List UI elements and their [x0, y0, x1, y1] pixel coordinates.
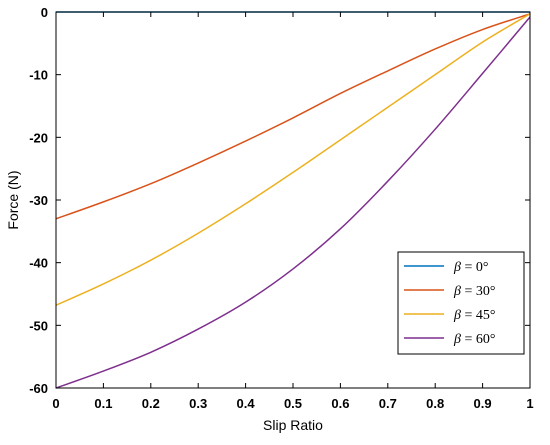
- y-axis-label: Force (N): [5, 170, 21, 229]
- legend-entry: β = 60°: [453, 332, 495, 347]
- y-tick-label: -60: [29, 381, 48, 396]
- legend-box: [397, 251, 525, 355]
- x-axis-label: Slip Ratio: [263, 417, 323, 433]
- legend-symbol: β: [453, 284, 461, 299]
- legend-label: = 30°: [461, 284, 496, 299]
- series-line-2: [55, 13, 531, 306]
- y-tick-label: -40: [29, 256, 48, 271]
- y-tick-label: -10: [29, 68, 48, 83]
- series-line-3: [55, 16, 531, 389]
- x-tick-label: 0.5: [284, 396, 302, 411]
- x-tick-label: 0.4: [237, 396, 256, 411]
- legend-entry: β = 30°: [453, 284, 495, 299]
- legend-symbol: β: [453, 260, 461, 275]
- legend-label: = 0°: [461, 260, 489, 275]
- legend-label: = 60°: [461, 332, 496, 347]
- legend-entry: β = 45°: [453, 308, 495, 323]
- x-tick-label: 0.2: [142, 396, 160, 411]
- x-tick-label: 0.7: [379, 396, 397, 411]
- x-tick-label: 0.8: [426, 396, 444, 411]
- ticks-layer: 0 0.1 0.2 0.3 0.4 0.5 0.6 0.7 0.8 0.9 1 0 -10 -20 -30 -…: [29, 5, 533, 411]
- x-tick-label: 0.1: [94, 396, 112, 411]
- x-tick-label: 0.3: [189, 396, 207, 411]
- legend: β = 0°β = 30°β = 45°β = 60°: [397, 251, 525, 355]
- y-tick-label: -30: [29, 193, 48, 208]
- y-tick-label: -20: [29, 130, 48, 145]
- series-line-1: [55, 13, 531, 220]
- legend-symbol: β: [453, 332, 461, 347]
- legend-entry: β = 0°: [453, 260, 488, 275]
- legend-label: = 45°: [461, 308, 496, 323]
- x-tick-label: 1: [526, 396, 533, 411]
- x-tick-label: 0: [52, 396, 59, 411]
- legend-symbol: β: [453, 308, 461, 323]
- y-tick-label: -50: [29, 318, 48, 333]
- x-tick-label: 0.9: [474, 396, 492, 411]
- y-tick-label: 0: [41, 5, 48, 20]
- x-tick-label: 0.6: [331, 396, 349, 411]
